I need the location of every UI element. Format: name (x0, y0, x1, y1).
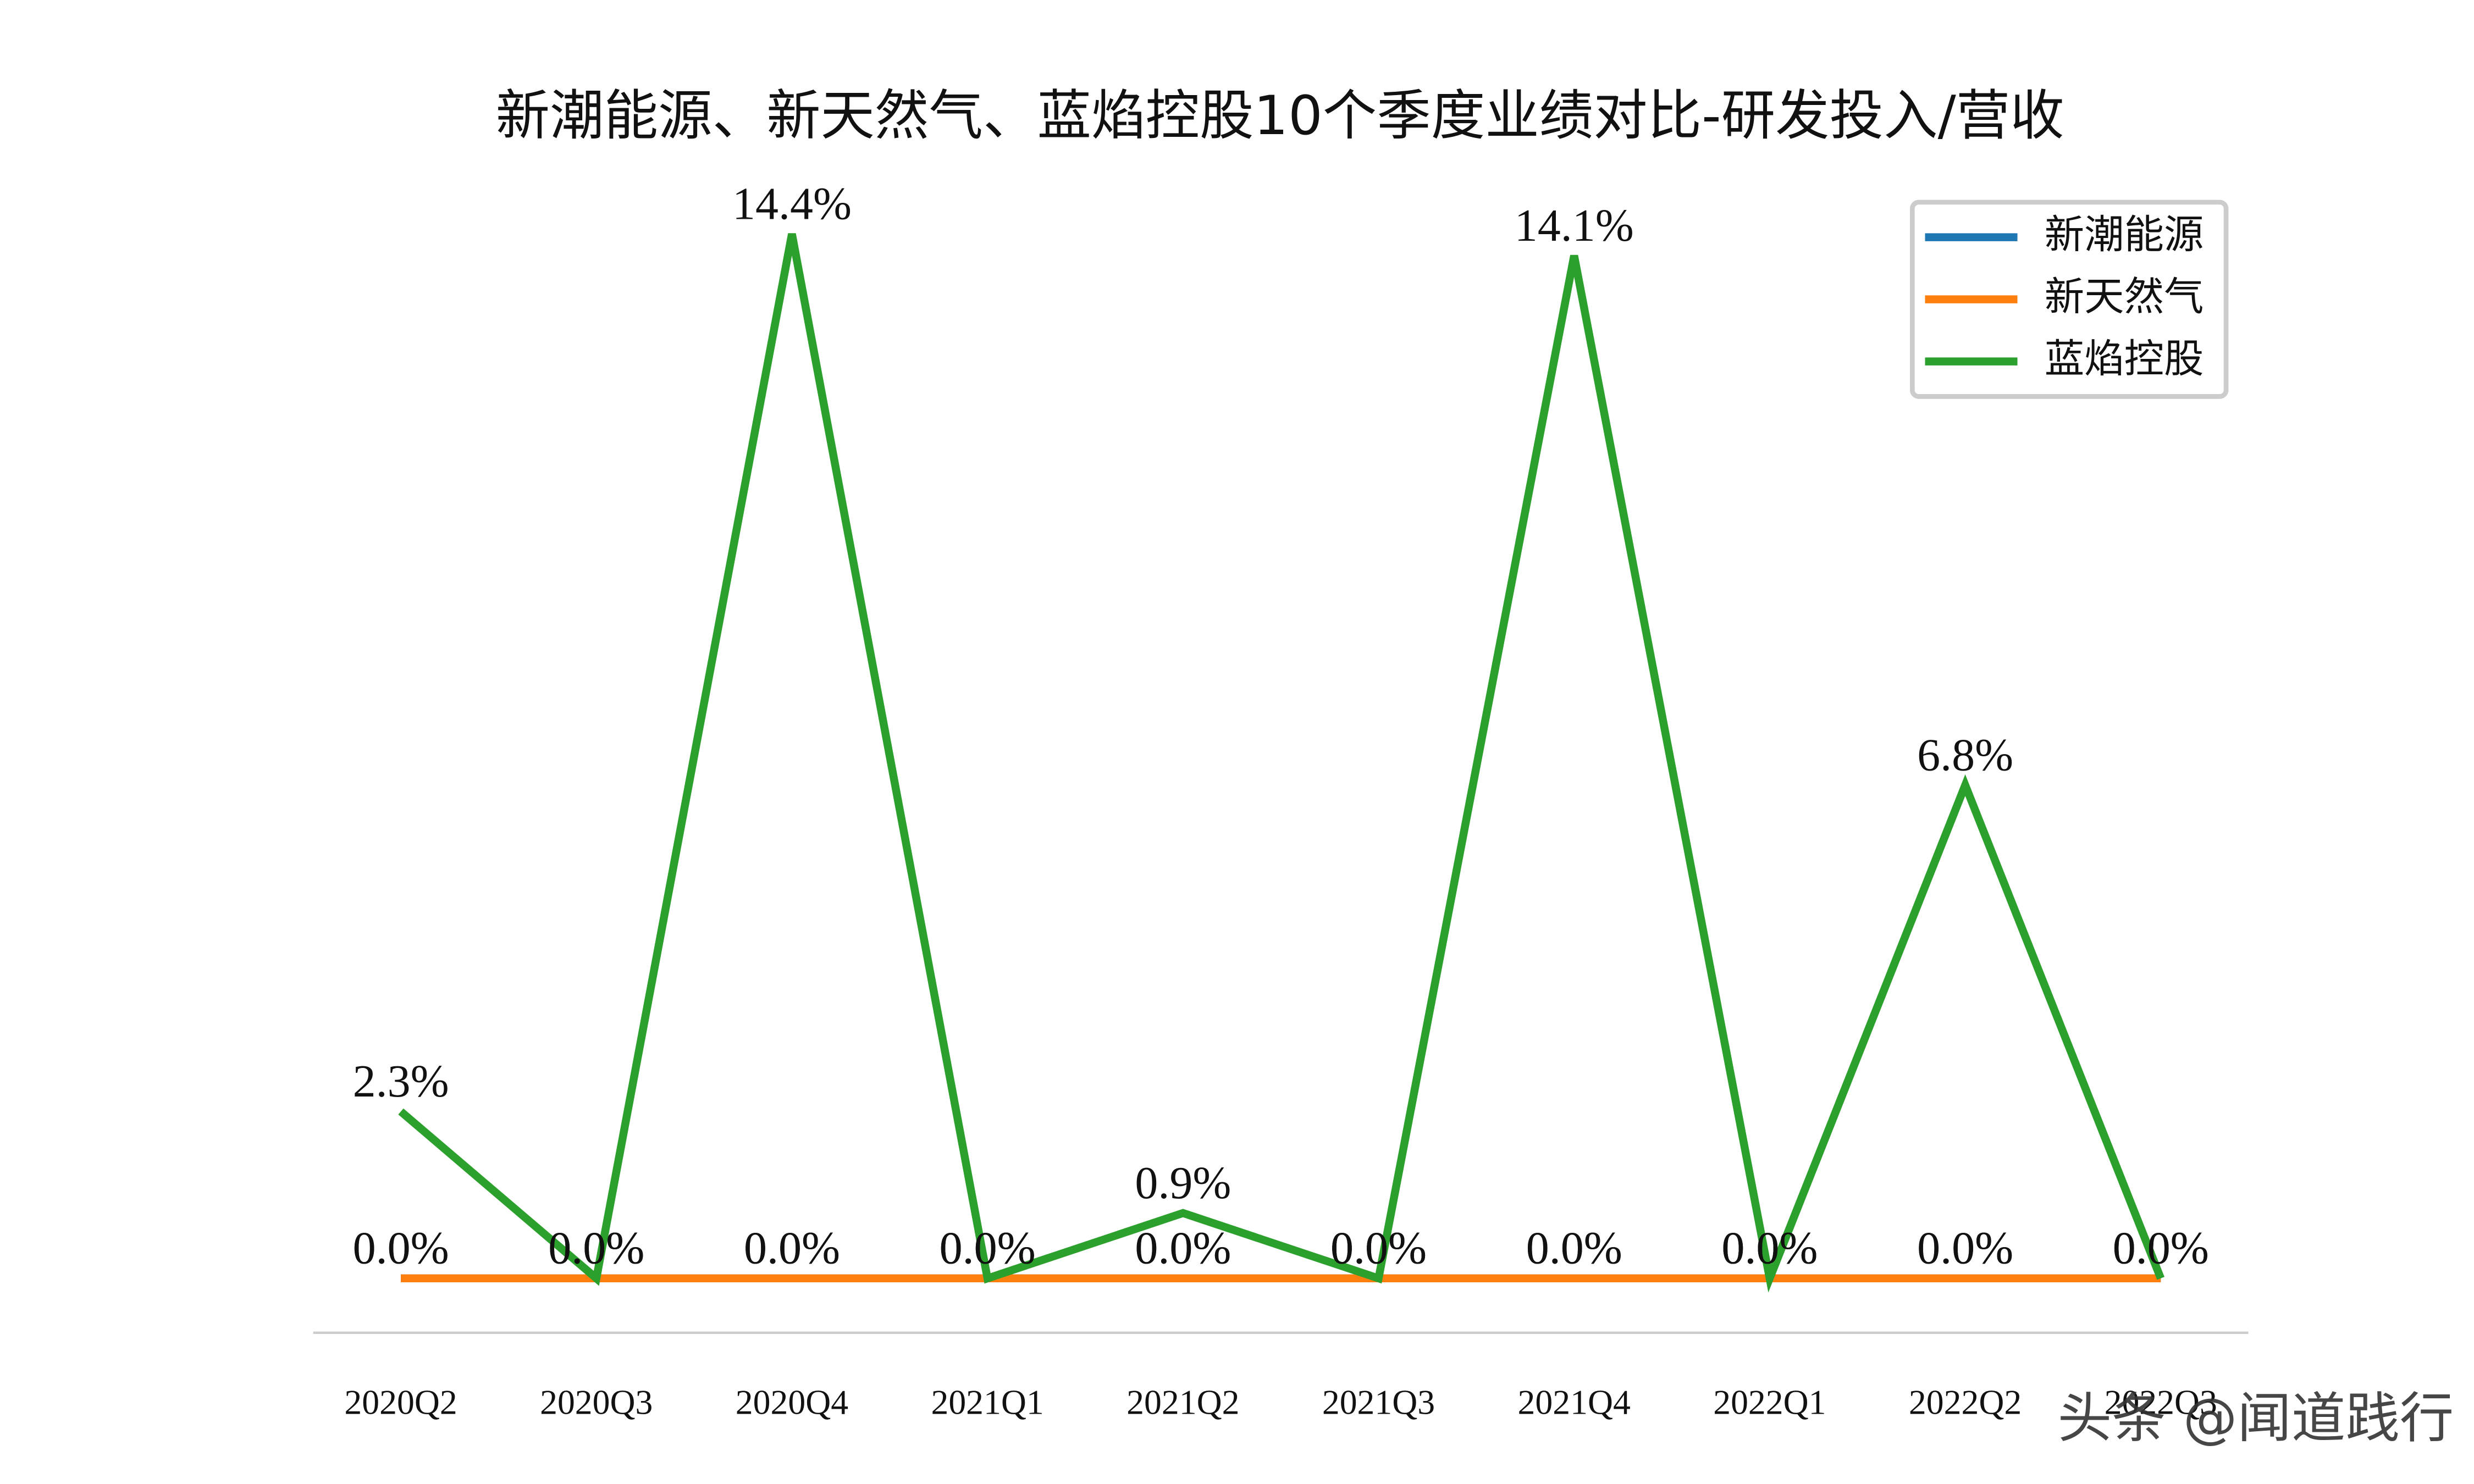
legend-label: 蓝焰控股 (2045, 336, 2204, 383)
data-label: 0.0% (940, 1223, 1036, 1274)
x-tick-label: 2022Q3 (2105, 1383, 2217, 1422)
watermark: 头条 @闻道践行 (2058, 1387, 2454, 1450)
legend-label: 新天然气 (2045, 274, 2204, 320)
data-label: 0.0% (1330, 1223, 1427, 1274)
data-label: 0.0% (2113, 1223, 2209, 1274)
data-label: 0.0% (1721, 1223, 1818, 1274)
x-tick-label: 2021Q4 (1518, 1383, 1631, 1422)
data-label: 0.0% (2113, 1223, 2209, 1274)
x-tick-label: 2022Q1 (1713, 1383, 1826, 1422)
data-label: 0.0% (353, 1223, 449, 1274)
data-label: 0.0% (1721, 1223, 1818, 1274)
data-label: 0.0% (548, 1223, 644, 1274)
data-label: 0.0% (940, 1223, 1036, 1274)
legend-box (1909, 200, 2229, 399)
x-tick-label: 2022Q2 (1909, 1383, 2022, 1422)
data-label: 0.9% (1135, 1158, 1231, 1209)
plot: 2020Q2 2020Q3 2020Q4 2021Q1 2021Q2 2021Q3 2021… (344, 178, 2217, 1421)
data-label: 14.4% (732, 178, 852, 229)
x-tick-label: 2020Q4 (736, 1383, 848, 1422)
data-label: 2.3% (353, 1056, 449, 1107)
data-label: 0.0% (1721, 1223, 1818, 1274)
data-label: 0.0% (1135, 1223, 1231, 1274)
chart-title: 新潮能源、新天然气、蓝焰控股10个季度业绩对比-研发投入/营收 (496, 85, 2064, 147)
data-label: 6.8% (1917, 729, 2013, 780)
data-label: 0.0% (1135, 1223, 1231, 1274)
data-label: 0.0% (548, 1223, 644, 1274)
data-label: 0.0% (1526, 1223, 1622, 1274)
x-tick-label: 2020Q3 (540, 1383, 653, 1422)
x-tick-label: 2021Q2 (1126, 1383, 1239, 1422)
data-label: 0.0% (1526, 1223, 1622, 1274)
data-label: 0.0% (1330, 1223, 1427, 1274)
data-label: 0.0% (1917, 1223, 2013, 1274)
series-line (398, 233, 2164, 1293)
x-tick-label: 2021Q3 (1322, 1383, 1435, 1422)
data-label: 0.0% (548, 1223, 644, 1274)
data-label: 0.0% (1330, 1223, 1427, 1274)
x-tick-label: 2020Q2 (344, 1383, 457, 1422)
data-label: 0.0% (1917, 1223, 2013, 1274)
data-label: 0.0% (744, 1223, 840, 1274)
data-label: 0.0% (744, 1223, 840, 1274)
legend-label: 新潮能源 (2045, 212, 2204, 258)
data-label: 14.1% (1515, 200, 1634, 251)
x-tick-label: 2021Q1 (931, 1383, 1043, 1422)
data-label: 0.0% (2113, 1223, 2209, 1274)
data-label: 0.0% (940, 1223, 1036, 1274)
data-label: 0.0% (353, 1223, 449, 1274)
